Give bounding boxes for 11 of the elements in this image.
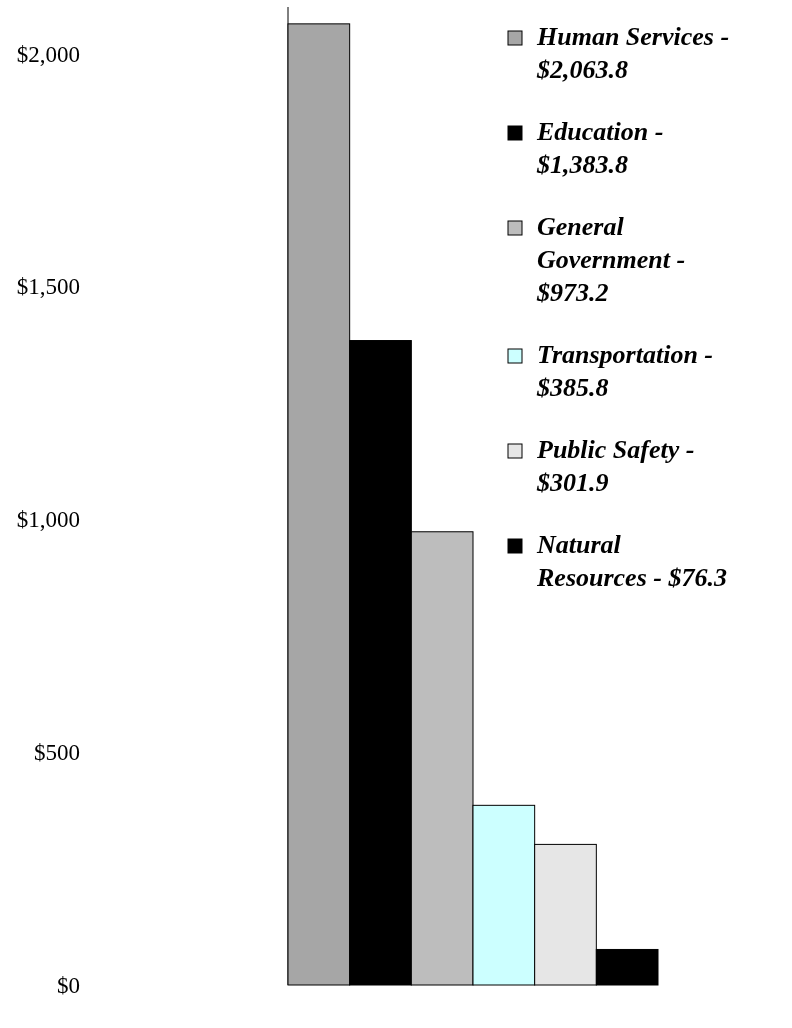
legend-label: General Government - $973.2 (536, 212, 686, 307)
y-tick-label: $2,000 (16, 41, 80, 67)
y-tick-label: $1,500 (16, 274, 80, 300)
legend-label: Transportation - $385.8 (536, 340, 714, 402)
y-tick-label: $1,000 (16, 507, 80, 533)
legend-label: Human Services - $2,063.8 (536, 22, 730, 84)
legend-label: Natural Resources - $76.3 (536, 530, 727, 592)
legend-label: Education - $1,383.8 (536, 117, 664, 179)
y-tick-label: $0 (57, 973, 80, 999)
legend-label: Public Safety - $301.9 (536, 435, 695, 497)
y-tick-label: $500 (34, 740, 80, 766)
